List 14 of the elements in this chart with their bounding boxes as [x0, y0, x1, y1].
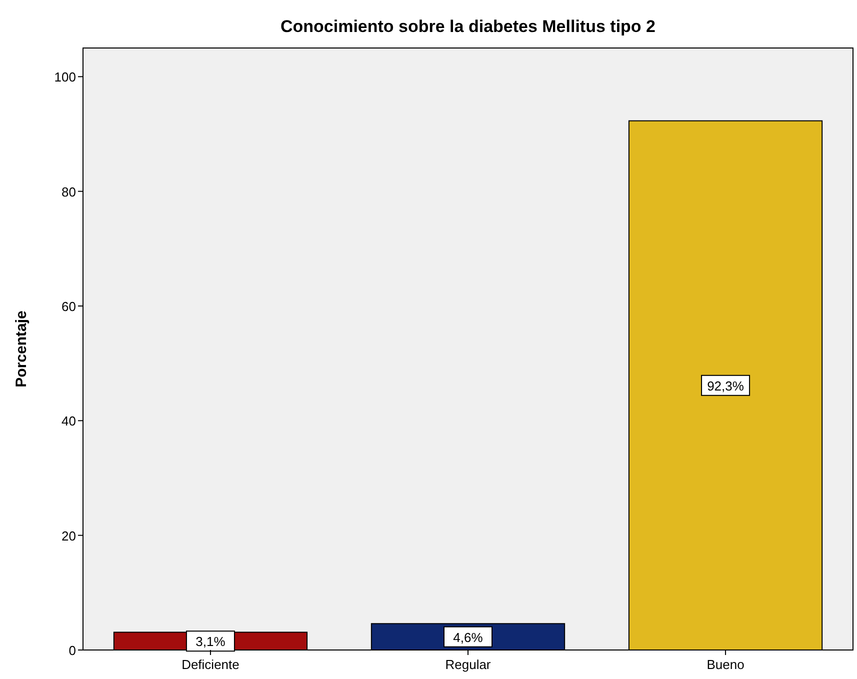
y-tick-label: 80 [62, 184, 76, 200]
y-tick-label: 40 [62, 414, 76, 429]
data-label: 92,3% [707, 378, 744, 394]
y-tick-label: 60 [62, 299, 76, 314]
data-label: 3,1% [196, 634, 226, 650]
chart-title: Conocimiento sobre la diabetes Mellitus tipo 2 [280, 17, 656, 36]
x-tick-label: Regular [445, 657, 492, 672]
x-tick-label: Deficiente [182, 657, 240, 672]
y-tick-label: 20 [62, 528, 76, 544]
data-label: 4,6% [453, 630, 484, 645]
x-tick-label: Bueno [706, 657, 744, 672]
y-tick-label: 100 [54, 70, 76, 85]
y-tick-label: 0 [68, 643, 76, 658]
y-axis-title: Porcentaje [13, 310, 30, 388]
